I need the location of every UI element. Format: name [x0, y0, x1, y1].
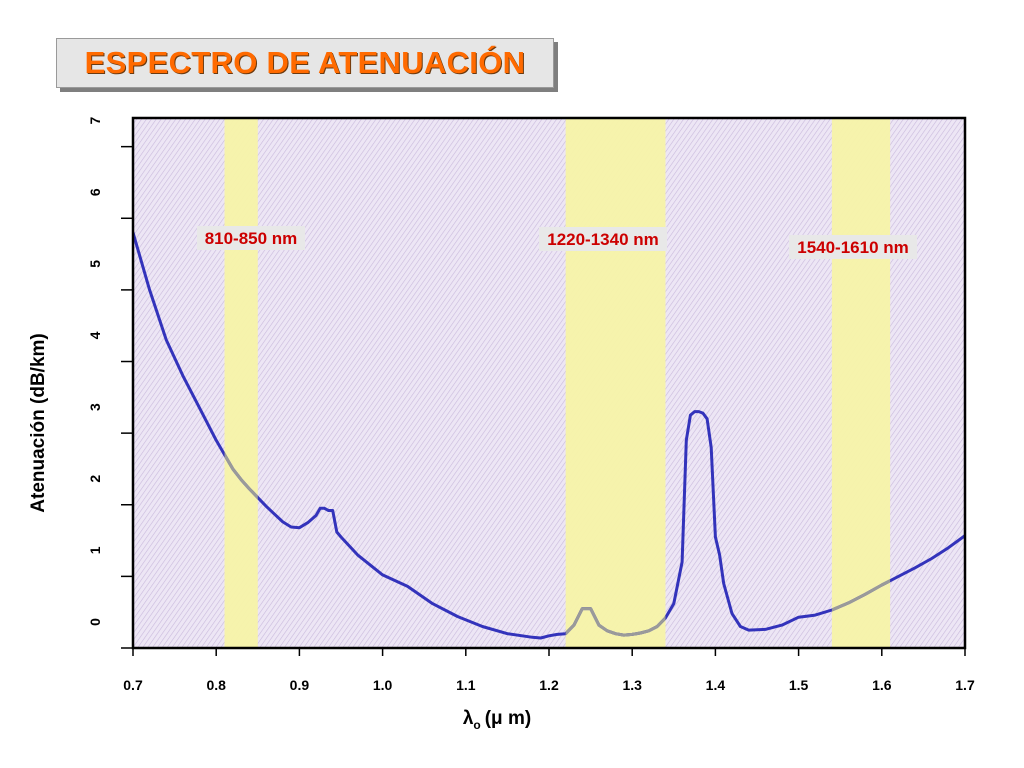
y-tick-label: 0 [87, 618, 103, 626]
band-label-bg-0 [197, 226, 305, 250]
band-2 [831, 118, 891, 648]
band-0 [224, 118, 258, 648]
x-tick-label: 1.4 [706, 677, 726, 693]
y-axis-label: Atenuación (dB/km) [28, 333, 49, 512]
band-label-0: 810-850 nm [205, 229, 298, 248]
page-title: ESPECTRO DE ATENUACIÓN [84, 45, 526, 80]
x-axis-label: λo (μ m) [463, 708, 531, 732]
band-label-1: 1220-1340 nm [547, 230, 659, 249]
x-tick-label: 1.5 [789, 677, 809, 693]
band-1 [565, 118, 666, 648]
curve-in-band-1 [565, 607, 666, 637]
x-tick-label: 1.6 [872, 677, 892, 693]
x-tick-label: 1.2 [539, 677, 559, 693]
x-tick-label: 1.1 [456, 677, 476, 693]
y-tick-label: 4 [87, 331, 103, 339]
x-tick-label: 1.0 [373, 677, 393, 693]
y-tick-label: 6 [87, 188, 103, 196]
band-label-2: 1540-1610 nm [797, 238, 909, 257]
plot-area [133, 118, 965, 648]
y-tick-label: 2 [87, 475, 103, 483]
y-tick-label: 7 [87, 117, 103, 125]
title-box: ESPECTRO DE ATENUACIÓN [56, 38, 554, 88]
x-tick-label: 1.7 [955, 677, 975, 693]
y-tick-label: 1 [87, 546, 103, 554]
x-tick-label: 0.7 [123, 677, 143, 693]
y-tick-label: 5 [87, 260, 103, 268]
x-tick-label: 0.9 [290, 677, 310, 693]
band-label-bg-1 [539, 227, 667, 251]
x-axis-unit: (μ m) [485, 708, 531, 729]
x-axis-subscript: o [473, 718, 480, 732]
x-tick-label: 1.3 [622, 677, 642, 693]
x-tick-label: 0.8 [206, 677, 226, 693]
x-axis-symbol: λ [463, 708, 474, 729]
y-tick-label: 3 [87, 403, 103, 411]
band-label-bg-2 [789, 235, 917, 259]
